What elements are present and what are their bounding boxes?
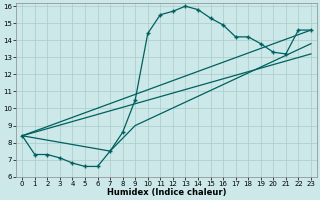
X-axis label: Humidex (Indice chaleur): Humidex (Indice chaleur) bbox=[107, 188, 226, 197]
